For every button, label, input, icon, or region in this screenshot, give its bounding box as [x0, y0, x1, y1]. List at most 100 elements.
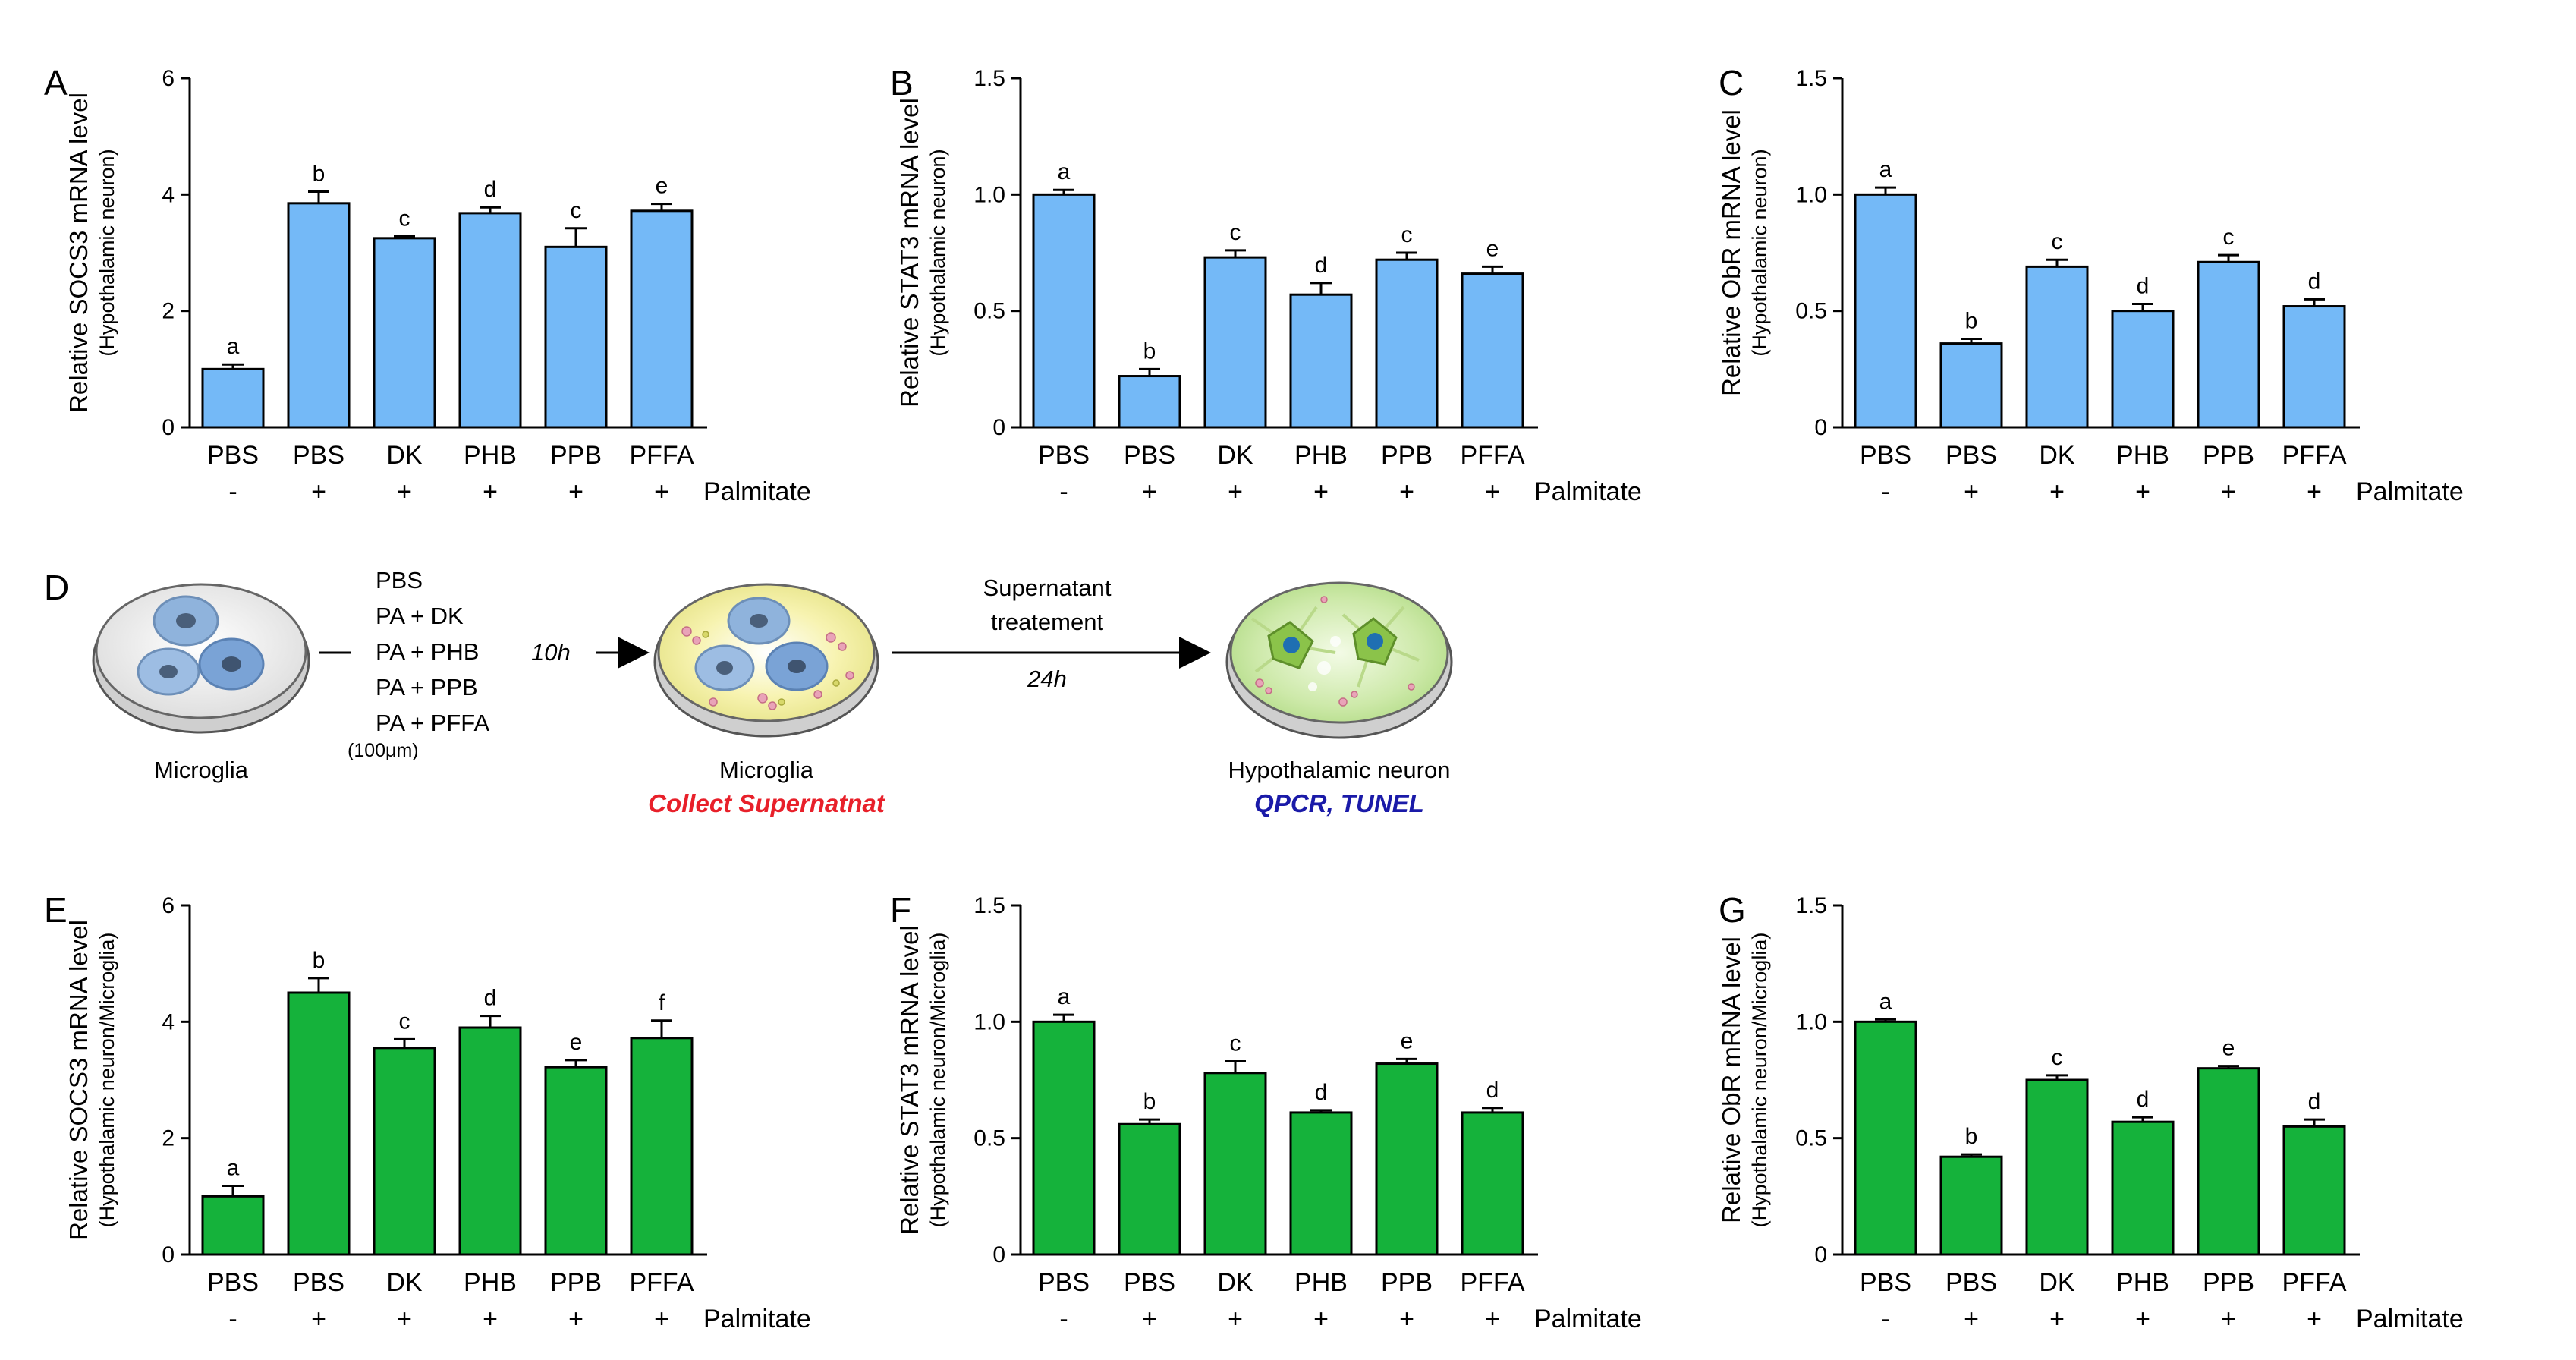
y-tick-label: 2: [162, 299, 175, 324]
significance-letter: b: [313, 948, 326, 973]
bar: [2197, 260, 2260, 429]
y-axis-sublabel: (Hypothalamic neuron): [96, 149, 118, 356]
bar: [1461, 1111, 1524, 1256]
palmitate-sign: +: [1313, 477, 1329, 506]
palmitate-sign: +: [311, 1305, 326, 1333]
bar: [373, 1047, 436, 1256]
panel-letter: F: [890, 890, 911, 930]
y-tick-label: 1.0: [973, 1009, 1005, 1034]
bar: [458, 212, 522, 429]
category-label: PBS: [1945, 1268, 1997, 1297]
palmitate-sign: +: [2221, 1305, 2236, 1333]
significance-letter: c: [2052, 1045, 2063, 1070]
significance-letter: c: [571, 198, 582, 223]
significance-letter: b: [1143, 338, 1156, 364]
significance-letter: d: [1315, 1080, 1328, 1105]
category-label: PHB: [2116, 441, 2169, 470]
palmitate-sign: +: [2307, 477, 2322, 506]
significance-letter: d: [2137, 1087, 2150, 1112]
y-tick-label: 0: [1814, 415, 1827, 440]
palmitate-sign: +: [2221, 477, 2236, 506]
significance-letter: e: [656, 174, 668, 199]
category-label: PPB: [2203, 441, 2254, 470]
panel-letter: E: [44, 890, 68, 930]
palmitate-sign: -: [1881, 477, 1889, 506]
y-axis-sublabel: (Hypothalamic neuron): [1748, 149, 1771, 356]
category-label: PBS: [293, 441, 344, 470]
bar: [630, 209, 694, 429]
bar: [2025, 265, 2089, 429]
significance-letter: a: [1879, 989, 1892, 1014]
step-label-line2: treatement: [991, 609, 1104, 635]
category-label: DK: [1217, 441, 1253, 470]
category-label: DK: [2039, 1268, 2075, 1297]
palmitate-sign: +: [483, 1305, 498, 1333]
palmitate-sign: +: [2049, 1305, 2065, 1333]
category-label: PBS: [1860, 1268, 1911, 1297]
panel-letter: G: [1719, 890, 1746, 930]
dish2-action: Collect Supernatnat: [648, 789, 886, 817]
palmitate-label: Palmitate: [703, 1305, 811, 1333]
y-tick-label: 1.5: [973, 893, 1005, 918]
category-label: DK: [1217, 1268, 1253, 1297]
category-label: PPB: [1381, 441, 1433, 470]
significance-letter: f: [659, 990, 665, 1015]
category-label: PBS: [1038, 1268, 1090, 1297]
category-label: PFFA: [629, 441, 694, 470]
microglia-cell: [137, 647, 200, 696]
bar: [2282, 305, 2346, 429]
palmitate-label: Palmitate: [703, 477, 811, 506]
palmitate-sign: +: [1142, 477, 1157, 506]
y-tick-label: 6: [162, 893, 175, 918]
category-label: PBS: [1124, 441, 1175, 470]
chart-panel-a: A 0 2 4 6 Relative SOCS3 mRNA level (Hypothala…: [44, 63, 811, 506]
category-label: PFFA: [629, 1268, 694, 1297]
y-axis-sublabel: (Hypothalamic neuron/Microglia): [926, 933, 949, 1228]
palmitate-sign: -: [228, 1305, 237, 1333]
category-label: PBS: [1124, 1268, 1175, 1297]
significance-letter: a: [227, 334, 240, 359]
category-label: PPB: [2203, 1268, 2254, 1297]
y-tick-label: 1.0: [1795, 182, 1827, 207]
significance-letter: d: [484, 177, 497, 202]
palmitate-sign: -: [1881, 1305, 1889, 1333]
y-tick-label: 4: [162, 182, 175, 207]
dish1-label: Microglia: [154, 757, 249, 783]
significance-letter: b: [1965, 1124, 1978, 1149]
significance-letter: b: [313, 162, 326, 187]
significance-letter: e: [1401, 1028, 1414, 1053]
y-axis-sublabel: (Hypothalamic neuron/Microglia): [1748, 933, 1771, 1228]
palmitate-sign: -: [1059, 1305, 1068, 1333]
chart-panel-c: C 0 0.5 1.0 1.5 Relative ObR mRNA level (Hypot…: [1717, 63, 2464, 506]
palmitate-sign: +: [2049, 477, 2065, 506]
dish2-label: Microglia: [719, 757, 814, 783]
workflow-diagram: D Microglia PBS PA + DK PA + PHB: [44, 567, 1453, 817]
bar: [1854, 193, 1917, 429]
palmitate-sign: +: [654, 1305, 669, 1333]
bar: [2111, 310, 2175, 429]
petri-dish-supernatant: [653, 583, 879, 738]
category-label: PBS: [1860, 441, 1911, 470]
significance-letter: e: [570, 1030, 583, 1055]
significance-letter: a: [1879, 157, 1892, 182]
palmitate-label: Palmitate: [1534, 1305, 1642, 1333]
category-label: PHB: [464, 1268, 517, 1297]
y-axis-sublabel: (Hypothalamic neuron/Microglia): [96, 933, 118, 1228]
category-label: PPB: [1381, 1268, 1433, 1297]
bar: [1203, 256, 1267, 429]
palmitate-sign: +: [1485, 1305, 1500, 1333]
bar: [630, 1037, 694, 1256]
bar: [2025, 1078, 2089, 1256]
step-label-line1: Supernatant: [983, 575, 1112, 601]
dish3-label: Hypothalamic neuron: [1228, 757, 1451, 783]
petri-dish-neuron: [1225, 581, 1453, 739]
microglia-cell: [153, 595, 219, 647]
y-tick-label: 1.0: [1795, 1009, 1827, 1034]
significance-letter: e: [2222, 1036, 2235, 1061]
significance-letter: c: [2223, 225, 2235, 250]
significance-letter: c: [1401, 222, 1413, 247]
bar: [1939, 342, 2003, 429]
bar: [1032, 1020, 1096, 1256]
